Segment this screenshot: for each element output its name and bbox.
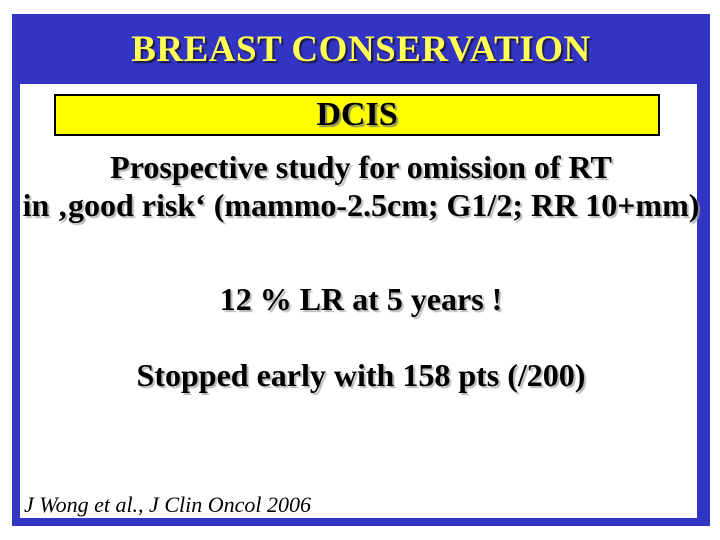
citation: J Wong et al., J Clin Oncol 2006 <box>24 492 311 517</box>
status-line: Stopped early with 158 pts (/200) <box>136 357 586 393</box>
content-frame <box>12 84 710 526</box>
slide-title: BREAST CONSERVATION <box>131 28 591 70</box>
dcis-label: DCIS <box>316 96 398 133</box>
body-text-line2: in ‚good risk‘ (mammo-2.5cm; G1/2; RR 10… <box>22 187 700 223</box>
body-text-line1: Prospective study for omission of RT <box>110 149 612 185</box>
dcis-box: DCIS <box>54 94 660 136</box>
title-banner: BREAST CONSERVATION <box>12 14 710 84</box>
body-text: Prospective study for omission of RT in … <box>12 148 710 224</box>
result-line: 12 % LR at 5 years ! <box>219 281 503 317</box>
